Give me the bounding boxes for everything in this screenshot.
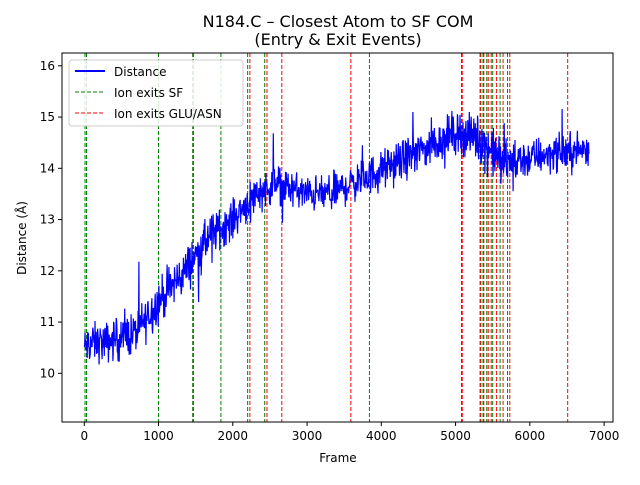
plot-frame [61, 52, 614, 423]
legend-sf-label: Ion exits SF [114, 86, 183, 100]
x-tick-label: 1000 [143, 429, 174, 443]
x-tick-label: 4000 [366, 429, 397, 443]
distance-series-line [83, 108, 590, 365]
legend: Distance Ion exits SF Ion exits GLU/ASN [68, 59, 244, 127]
x-tick-label: 6000 [515, 429, 546, 443]
series-layer [83, 108, 590, 365]
x-tick-label: 0 [80, 429, 88, 443]
y-tick-label: 15 [40, 110, 55, 124]
x-tick-label: 2000 [218, 429, 249, 443]
legend-box [68, 59, 244, 127]
y-tick-label: 14 [40, 161, 55, 175]
x-tick-label: 5000 [440, 429, 471, 443]
y-tick-label: 10 [40, 366, 55, 380]
y-tick-label: 11 [40, 315, 55, 329]
x-tick-label: 7000 [589, 429, 620, 443]
y-axis-label: Distance (Å) [14, 201, 29, 275]
legend-glu-asn-label: Ion exits GLU/ASN [114, 107, 222, 121]
y-tick-label: 16 [40, 59, 55, 73]
x-tick-label: 3000 [292, 429, 323, 443]
chart-title-line1: N184.C – Closest Atom to SF COM [203, 12, 474, 31]
chart-title-line2: (Entry & Exit Events) [254, 30, 421, 49]
y-tick-label: 13 [40, 213, 55, 227]
x-ticks: 0 1000 2000 3000 4000 5000 6000 7000 [80, 422, 619, 443]
y-tick-label: 12 [40, 264, 55, 278]
y-ticks: 10 11 12 13 14 15 16 [40, 59, 62, 380]
x-axis-label: Frame [319, 451, 356, 465]
legend-distance-label: Distance [114, 65, 166, 79]
